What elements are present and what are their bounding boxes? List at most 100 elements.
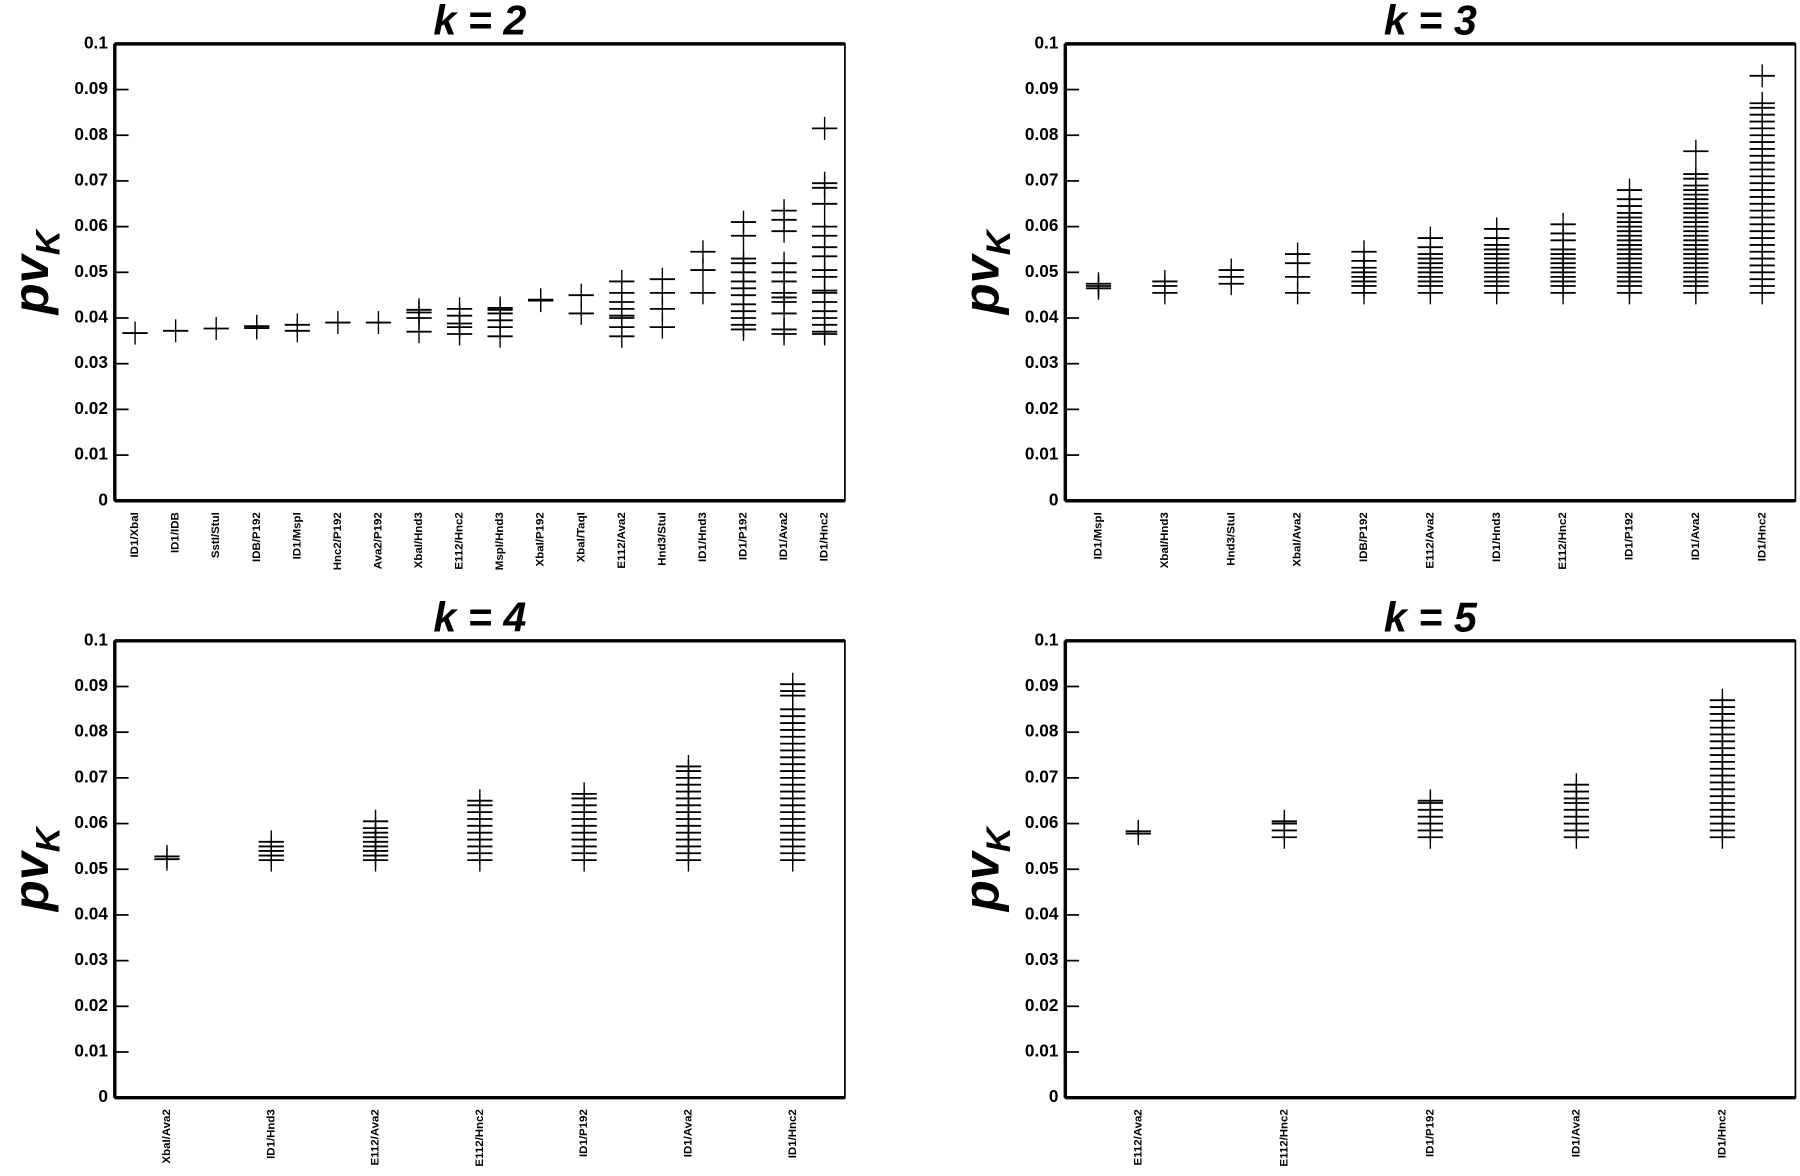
chart-title: k = 4	[433, 595, 526, 641]
x-tick-label: ID1/Hnc2	[1716, 1109, 1728, 1158]
x-tick-label: ID1/Hnc2	[787, 1109, 799, 1158]
chart-title: k = 2	[433, 0, 526, 44]
y-tick-label: 0.08	[74, 721, 108, 741]
y-tick-label: 0.09	[1025, 675, 1058, 695]
x-tick-label: ID1/Hnc2	[819, 512, 831, 561]
marker	[1417, 226, 1443, 250]
y-tick-label: 0.03	[1025, 949, 1058, 969]
marker	[1550, 212, 1576, 236]
marker	[122, 321, 148, 345]
marker	[365, 311, 392, 335]
marker	[1484, 217, 1510, 241]
y-axis-label-main: pv	[953, 849, 1010, 913]
marker	[1125, 819, 1151, 843]
marker	[1563, 773, 1590, 797]
x-tick-label: E112/Hnc2	[454, 512, 466, 569]
y-axis-label: pvK	[953, 825, 1018, 913]
marker	[325, 311, 351, 335]
x-tick-label: E112/Hnc2	[474, 1109, 486, 1166]
x-tick-label: ID1/XbaI	[129, 512, 141, 557]
marker	[406, 298, 432, 322]
marker	[649, 267, 676, 291]
marker	[1351, 240, 1377, 264]
marker	[690, 240, 716, 264]
y-tick-label: 0.05	[74, 261, 108, 281]
y-tick-label: 0.02	[74, 995, 107, 1015]
y-tick-label: 0.09	[1025, 78, 1058, 98]
y-axis-label-main: pv	[953, 252, 1010, 316]
x-tick-label: ID1/P192	[1624, 512, 1636, 560]
x-tick-label: E112/Ava2	[1424, 512, 1436, 568]
x-tick-label: SstI/StuI	[210, 512, 222, 558]
marker	[203, 317, 229, 340]
y-tick-label: 0.06	[74, 812, 107, 832]
x-tick-label: ID1/Hnd3	[1491, 512, 1503, 562]
marker	[1683, 139, 1709, 163]
marker	[154, 844, 180, 868]
x-tick-label: ID1/P192	[738, 512, 750, 560]
marker	[771, 251, 797, 275]
x-tick-label: E112/Ava2	[370, 1109, 382, 1165]
y-tick-label: 0.06	[1025, 215, 1058, 235]
x-tick-label: ID1/Ava2	[1570, 1109, 1582, 1157]
y-tick-label: 0.06	[74, 215, 107, 235]
x-tick-label: Ava2/P192	[372, 512, 384, 569]
y-axis-label-sub: K	[30, 825, 68, 852]
panel: k = 5 pvK 0 0.01 0.02 0.03 0.04 0.05 0.06 0.07 0.0…	[953, 595, 1797, 1167]
y-tick-label: 0.1	[84, 629, 108, 649]
x-tick-label: ID1/Hnc2	[1756, 512, 1768, 561]
marker	[571, 782, 597, 806]
y-axis-label-sub: K	[980, 825, 1018, 852]
y-tick-label: 0.08	[1025, 124, 1059, 144]
x-tick-label: Hnd3/StuI	[1225, 512, 1237, 566]
x-tick-label: ID1/MspI	[1093, 512, 1105, 559]
marker	[1085, 272, 1112, 296]
x-tick-label: IDB/P192	[1358, 512, 1370, 562]
marker	[1218, 258, 1244, 282]
y-tick-label: 0.04	[74, 307, 108, 327]
x-tick-label: XbaI/Hnd3	[413, 512, 425, 568]
marker	[467, 789, 493, 813]
y-tick-label: 0.1	[84, 32, 108, 52]
y-tick-label: 0.1	[1034, 32, 1058, 52]
x-tick-label: XbaI/P192	[535, 512, 547, 566]
y-tick-label: 0	[98, 489, 108, 509]
marker	[1709, 688, 1736, 712]
marker	[362, 809, 389, 833]
panel: k = 2 pvK 0 0.01 0.02 0.03 0.04 0.05 0.06 0.07 0.0…	[2, 0, 846, 570]
y-tick-label: 0.03	[1025, 352, 1058, 372]
y-tick-label: 0.08	[1025, 721, 1059, 741]
marker	[1683, 162, 1709, 186]
marker	[528, 288, 554, 312]
y-tick-label: 0.06	[1025, 812, 1058, 832]
x-tick-label: ID1/Hnd3	[697, 512, 709, 562]
y-tick-label: 0.01	[74, 444, 108, 464]
y-tick-label: 0.07	[1025, 766, 1058, 786]
y-tick-label: 0.02	[74, 398, 107, 418]
y-tick-label: 0.01	[1025, 444, 1059, 464]
x-tick-label: ID1/Hnd3	[265, 1109, 277, 1159]
panel: k = 4 pvK 0 0.01 0.02 0.03 0.04 0.05 0.06 0.07 0.0…	[2, 595, 846, 1167]
x-tick-label: ID1/Ava2	[682, 1109, 694, 1157]
y-tick-label: 0.1	[1034, 629, 1058, 649]
marker	[811, 171, 838, 195]
y-tick-label: 0.08	[74, 124, 108, 144]
y-axis-label: pvK	[2, 825, 67, 913]
marker	[446, 297, 473, 321]
x-tick-label: E112/Ava2	[616, 512, 628, 568]
marker	[675, 754, 702, 778]
plot-frame	[1064, 639, 1797, 1099]
y-tick-label: 0.03	[74, 949, 107, 969]
marker	[771, 199, 797, 223]
x-tick-label: E112/Hnc2	[1278, 1109, 1290, 1166]
x-tick-label: XbaI/TaqI	[575, 512, 587, 562]
y-axis-label-main: pv	[2, 252, 59, 316]
x-tick-label: XbaI/Hnd3	[1159, 512, 1171, 568]
y-tick-label: 0.04	[74, 903, 108, 923]
x-tick-label: XbaI/Ava2	[161, 1109, 173, 1163]
marker	[811, 116, 838, 140]
y-tick-label: 0.07	[74, 766, 107, 786]
marker	[244, 314, 270, 338]
y-axis-label: pvK	[2, 228, 67, 316]
